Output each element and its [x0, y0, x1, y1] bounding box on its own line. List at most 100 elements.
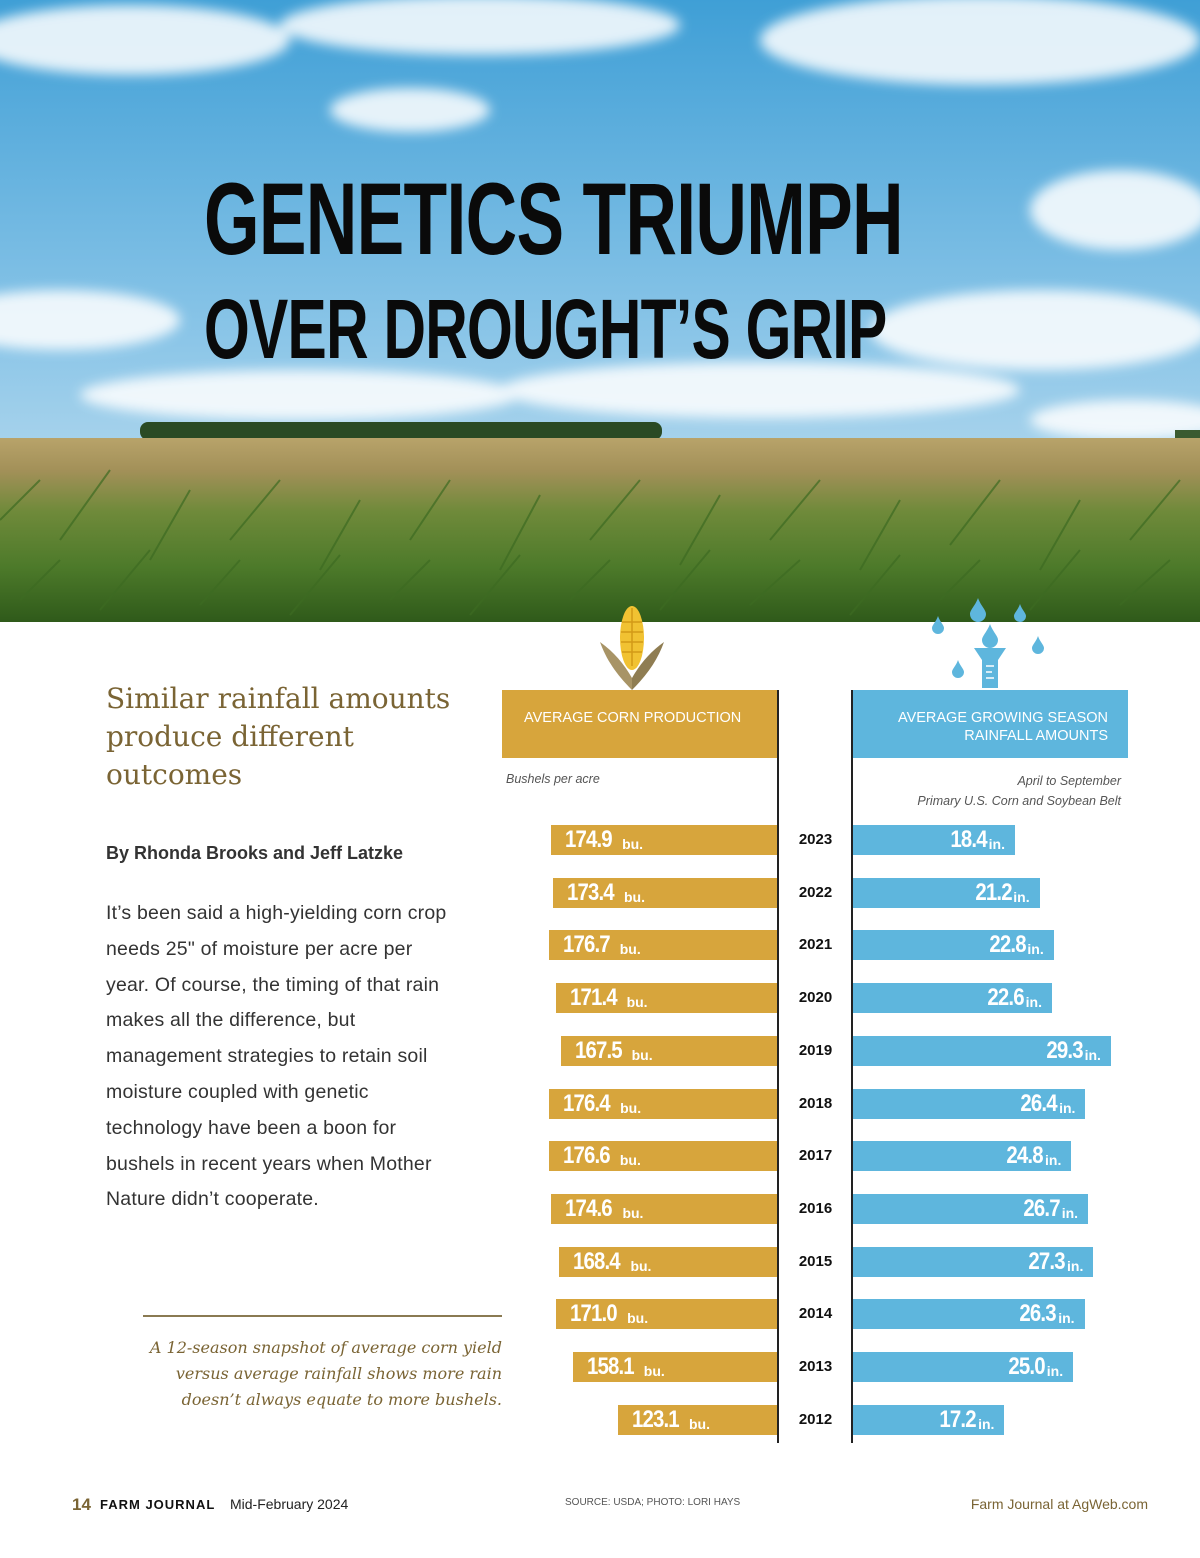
rain-unit-label: in. — [988, 836, 1005, 852]
corn-unit-label: bu. — [626, 994, 648, 1011]
corn-value-label: 174.9 — [565, 826, 613, 853]
rain-bar-2022: 21.2 in. — [853, 877, 1040, 908]
rain-bar-2015: 27.3 in. — [853, 1246, 1094, 1277]
site-link[interactable]: Farm Journal at AgWeb.com — [970, 1496, 1148, 1512]
rain-value-label: 25.0 — [1008, 1353, 1045, 1380]
caption-rule — [143, 1315, 502, 1317]
chart-row-2022: 173.4 bu. 2022 21.2 in. — [0, 877, 1200, 910]
rain-value-label: 26.7 — [1023, 1194, 1060, 1222]
chart-row-2021: 176.7 bu. 2021 22.8 in. — [0, 930, 1200, 962]
chart-row-2020: 171.4 bu. 2020 22.6 in. — [0, 983, 1200, 1015]
rain-unit-label: in. — [978, 1415, 995, 1432]
rain-subtitle-line2: Primary U.S. Corn and Soybean Belt — [917, 794, 1121, 808]
headline: GENETICS TRIUMPH OVER DROUGHT’S GRIP — [204, 168, 1104, 374]
rain-subtitle: April to September Primary U.S. Corn and… — [917, 771, 1121, 811]
headline-line2: OVER DROUGHT’S GRIP — [204, 282, 887, 376]
corn-value-label: 167.5 — [574, 1036, 623, 1064]
brand: FARM JOURNAL — [100, 1497, 216, 1512]
chart-row-2015: 168.4 bu. 2015 27.3 in. — [0, 1246, 1200, 1279]
subhead: Similar rainfall amounts produce differe… — [106, 682, 451, 791]
cornfield-sky-photo — [0, 0, 1200, 622]
corn-unit-label: bu. — [622, 836, 644, 852]
year-label: 2022 — [798, 883, 833, 901]
rain-value-label: 17.2 — [939, 1405, 977, 1433]
rain-value-label: 29.3 — [1046, 1036, 1083, 1064]
year-label: 2023 — [798, 831, 833, 848]
caption: A 12-season snapshot of average corn yie… — [149, 1338, 502, 1409]
chart-row-2019: 167.5 bu. 2019 29.3 in. — [0, 1035, 1200, 1068]
corn-bar-2013: 158.1 bu. — [572, 1352, 777, 1382]
year-label: 2020 — [798, 989, 833, 1007]
rain-value-label: 26.4 — [1020, 1089, 1058, 1117]
rain-value-label: 21.2 — [974, 878, 1012, 906]
rain-unit-label: in. — [1025, 994, 1042, 1011]
corn-bar-2017: 176.6 bu. — [548, 1141, 777, 1172]
corn-unit-label: bu. — [624, 888, 645, 905]
corn-value-label: 168.4 — [573, 1247, 621, 1275]
rain-value-label: 22.8 — [989, 931, 1026, 959]
corn-unit-label: bu. — [630, 1257, 652, 1274]
rain-bar-2016: 26.7 in. — [853, 1193, 1089, 1224]
corn-value-label: 176.4 — [563, 1089, 611, 1117]
rain-bar-2021: 22.8 in. — [853, 930, 1054, 961]
rain-unit-label: in. — [1058, 1310, 1075, 1327]
corn-value-label: 176.7 — [562, 931, 611, 959]
corn-value-label: 123.1 — [631, 1405, 680, 1433]
rain-unit-label: in. — [1027, 941, 1044, 958]
chart-row-2014: 171.0 bu. 2014 26.3 in. — [0, 1299, 1200, 1331]
corn-unit-label: bu. — [619, 1152, 641, 1169]
year-label: 2014 — [798, 1305, 833, 1323]
corn-unit-label: bu. — [631, 1046, 653, 1063]
rain-series-header: AVERAGE GROWING SEASON RAINFALL AMOUNTS — [853, 690, 1128, 758]
rain-bar-2014: 26.3 in. — [853, 1299, 1085, 1330]
rain-value-label: 26.3 — [1019, 1300, 1057, 1328]
corn-value-label: 174.6 — [565, 1194, 613, 1222]
rain-unit-label: in. — [1084, 1046, 1101, 1063]
rain-subtitle-line1: April to September — [1017, 774, 1121, 788]
corn-bar-2014: 171.0 bu. — [556, 1299, 777, 1330]
rain-bar-2018: 26.4 in. — [853, 1088, 1086, 1119]
rain-unit-label: in. — [1067, 1257, 1084, 1274]
rain-bar-2013: 25.0 in. — [853, 1352, 1074, 1382]
corn-value-label: 173.4 — [566, 878, 615, 906]
rain-unit-label: in. — [1013, 888, 1030, 905]
rain-bar-2012: 17.2 in. — [853, 1404, 1005, 1435]
year-label: 2015 — [798, 1252, 833, 1270]
rain-gauge-icon — [932, 598, 1044, 688]
year-label: 2017 — [798, 1147, 833, 1165]
rain-unit-label: in. — [1061, 1204, 1079, 1221]
corn-value-label: 176.6 — [562, 1142, 611, 1170]
corn-value-label: 158.1 — [586, 1353, 635, 1380]
source-credit: SOURCE: USDA; PHOTO: LORI HAYS — [565, 1497, 741, 1508]
issue-date: Mid-February 2024 — [230, 1496, 349, 1512]
corn-unit-label: bu. — [688, 1415, 710, 1432]
chart-row-2016: 174.6 bu. 2016 26.7 in. — [0, 1193, 1200, 1226]
headline-line1: GENETICS TRIUMPH — [204, 162, 904, 276]
corn-bar-2018: 176.4 bu. — [549, 1088, 777, 1119]
rain-bar-2019: 29.3 in. — [853, 1035, 1111, 1066]
year-label: 2018 — [798, 1094, 833, 1112]
corn-bar-2019: 167.5 bu. — [560, 1035, 777, 1066]
corn-unit-label: bu. — [620, 1099, 642, 1116]
year-label: 2019 — [798, 1041, 833, 1059]
corn-bar-2012: 123.1 bu. — [617, 1404, 777, 1435]
corn-series-header: AVERAGE CORN PRODUCTION — [502, 690, 778, 758]
chart-row-2017: 176.6 bu. 2017 24.8 in. — [0, 1141, 1200, 1173]
corn-subtitle: Bushels per acre — [506, 772, 600, 786]
year-label: 2016 — [798, 1199, 833, 1217]
rain-bar-2023: 18.4 in. — [853, 825, 1015, 855]
corn-bar-2022: 173.4 bu. — [552, 877, 777, 908]
year-label: 2021 — [798, 936, 833, 954]
corn-unit-label: bu. — [627, 1310, 649, 1327]
rain-unit-label: in. — [1059, 1099, 1076, 1116]
corn-unit-label: bu. — [643, 1363, 665, 1379]
rain-value-label: 22.6 — [987, 984, 1024, 1012]
corn-bar-2021: 176.7 bu. — [548, 930, 777, 961]
chart-row-2012: 123.1 bu. 2012 17.2 in. — [0, 1404, 1200, 1437]
corn-bar-2023: 174.9 bu. — [551, 825, 777, 855]
corn-bar-2020: 171.4 bu. — [555, 983, 777, 1014]
corn-bar-2016: 174.6 bu. — [551, 1193, 777, 1224]
corn-value-label: 171.0 — [570, 1300, 618, 1328]
byline: By Rhonda Brooks and Jeff Latzke — [106, 843, 404, 863]
chart-row-2018: 176.4 bu. 2018 26.4 in. — [0, 1088, 1200, 1121]
